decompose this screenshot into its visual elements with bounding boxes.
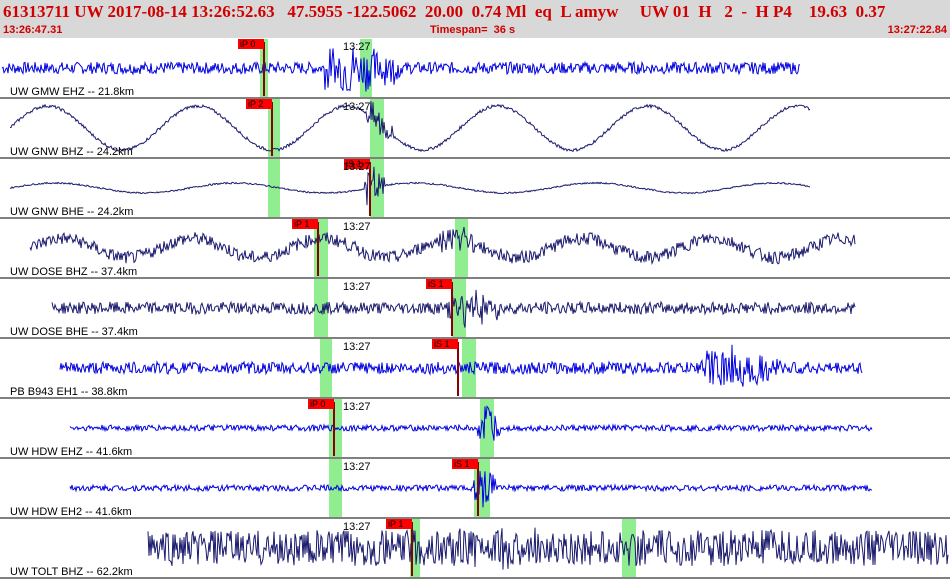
start-time-label: 13:26:47.31 [3,24,63,36]
event-summary-title: 61313711 UW 2017-08-14 13:26:52.63 47.59… [3,2,886,21]
pick-flag[interactable] [386,519,412,529]
channel-label: UW GNW BHZ -- 24.2km [10,146,133,158]
pick-label: iS 1 [434,339,450,349]
channel-label: PB B943 EH1 -- 38.8km [10,386,127,398]
trace-row[interactable]: iP 1 13:27 UW TOLT BHZ -- 62.2km [0,519,950,579]
end-time-label: 13:27:22.84 [887,24,947,36]
channel-label: UW GNW BHE -- 24.2km [10,206,133,218]
minute-marker-label: 13:27 [343,521,371,533]
pick-flag[interactable] [308,399,334,409]
minute-marker-label: 13:27 [343,281,371,293]
waveform-trace [51,289,856,328]
seismogram-panel[interactable]: iP 0 13:27 UW GMW EHZ -- 21.8km iP 2 13:27 UW… [0,38,950,580]
pick-window [622,519,636,577]
pick-label: iS 1 [346,159,362,169]
trace-row[interactable]: iS 113:27 UW GNW BHE -- 24.2km [0,159,950,219]
minute-marker-label: 13:27 [343,461,371,473]
waveform-trace [69,470,873,508]
pick-flag[interactable] [238,39,264,49]
minute-marker-label: 13:27 [343,161,371,173]
pick-label: iP 2 [248,99,263,109]
pick-label: iS 1 [454,459,470,469]
minute-marker-label: 13:27 [343,341,371,353]
pick-window [320,339,332,397]
trace-row[interactable]: iP 2 13:27 UW GNW BHZ -- 24.2km [0,99,950,159]
pick-window [314,279,328,337]
waveform-trace [69,405,873,441]
minute-marker-label: 13:27 [343,41,371,53]
pick-window [370,99,384,157]
pick-flag[interactable] [452,459,478,469]
channel-label: UW HDW EH2 -- 41.6km [10,506,132,518]
channel-label: UW DOSE BHZ -- 37.4km [10,266,137,278]
trace-row[interactable]: iP 0 13:27 UW GMW EHZ -- 21.8km [0,39,950,99]
pick-label: iS 1 [428,279,444,289]
waveform-trace [147,527,949,570]
waveform-trace [9,100,811,153]
pick-flag[interactable] [432,339,458,349]
channel-label: UW HDW EHZ -- 41.6km [10,446,132,458]
pick-window [268,159,280,217]
timespan-label: Timespan= 36 s [430,24,516,36]
pick-label: iP 1 [388,519,403,529]
waveform-trace [59,344,863,387]
event-header: 61313711 UW 2017-08-14 13:26:52.63 47.59… [0,0,950,38]
channel-label: UW DOSE BHE -- 37.4km [10,326,138,338]
pick-flag[interactable] [246,99,272,109]
pick-window [455,219,468,277]
pick-flag[interactable] [426,279,452,289]
channel-label: UW GMW EHZ -- 21.8km [10,86,134,98]
pick-flag[interactable] [292,219,318,229]
minute-marker-label: 13:27 [343,401,371,413]
pick-window [410,519,420,577]
waveform-trace [1,47,801,92]
waveform-trace [29,226,856,266]
pick-label: iP 0 [240,39,255,49]
waveform-trace [9,166,811,206]
trace-row[interactable]: iP 1 13:27 UW DOSE BHZ -- 37.4km [0,219,950,279]
minute-marker-label: 13:27 [343,221,371,233]
pick-flag[interactable] [344,159,370,169]
minute-marker-label: 13:27 [343,101,371,113]
trace-row[interactable]: iP 0 13:27 UW HDW EHZ -- 41.6km [0,399,950,459]
trace-row[interactable]: iS 1 13:27 UW HDW EH2 -- 41.6km [0,459,950,519]
trace-row[interactable]: iS 1 13:27 UW DOSE BHE -- 37.4km [0,279,950,339]
trace-row[interactable]: iS 1 13:27 PB B943 EH1 -- 38.8km [0,339,950,399]
pick-label: iP 0 [310,399,325,409]
pick-label: iP 1 [294,219,309,229]
channel-label: UW TOLT BHZ -- 62.2km [10,566,133,578]
